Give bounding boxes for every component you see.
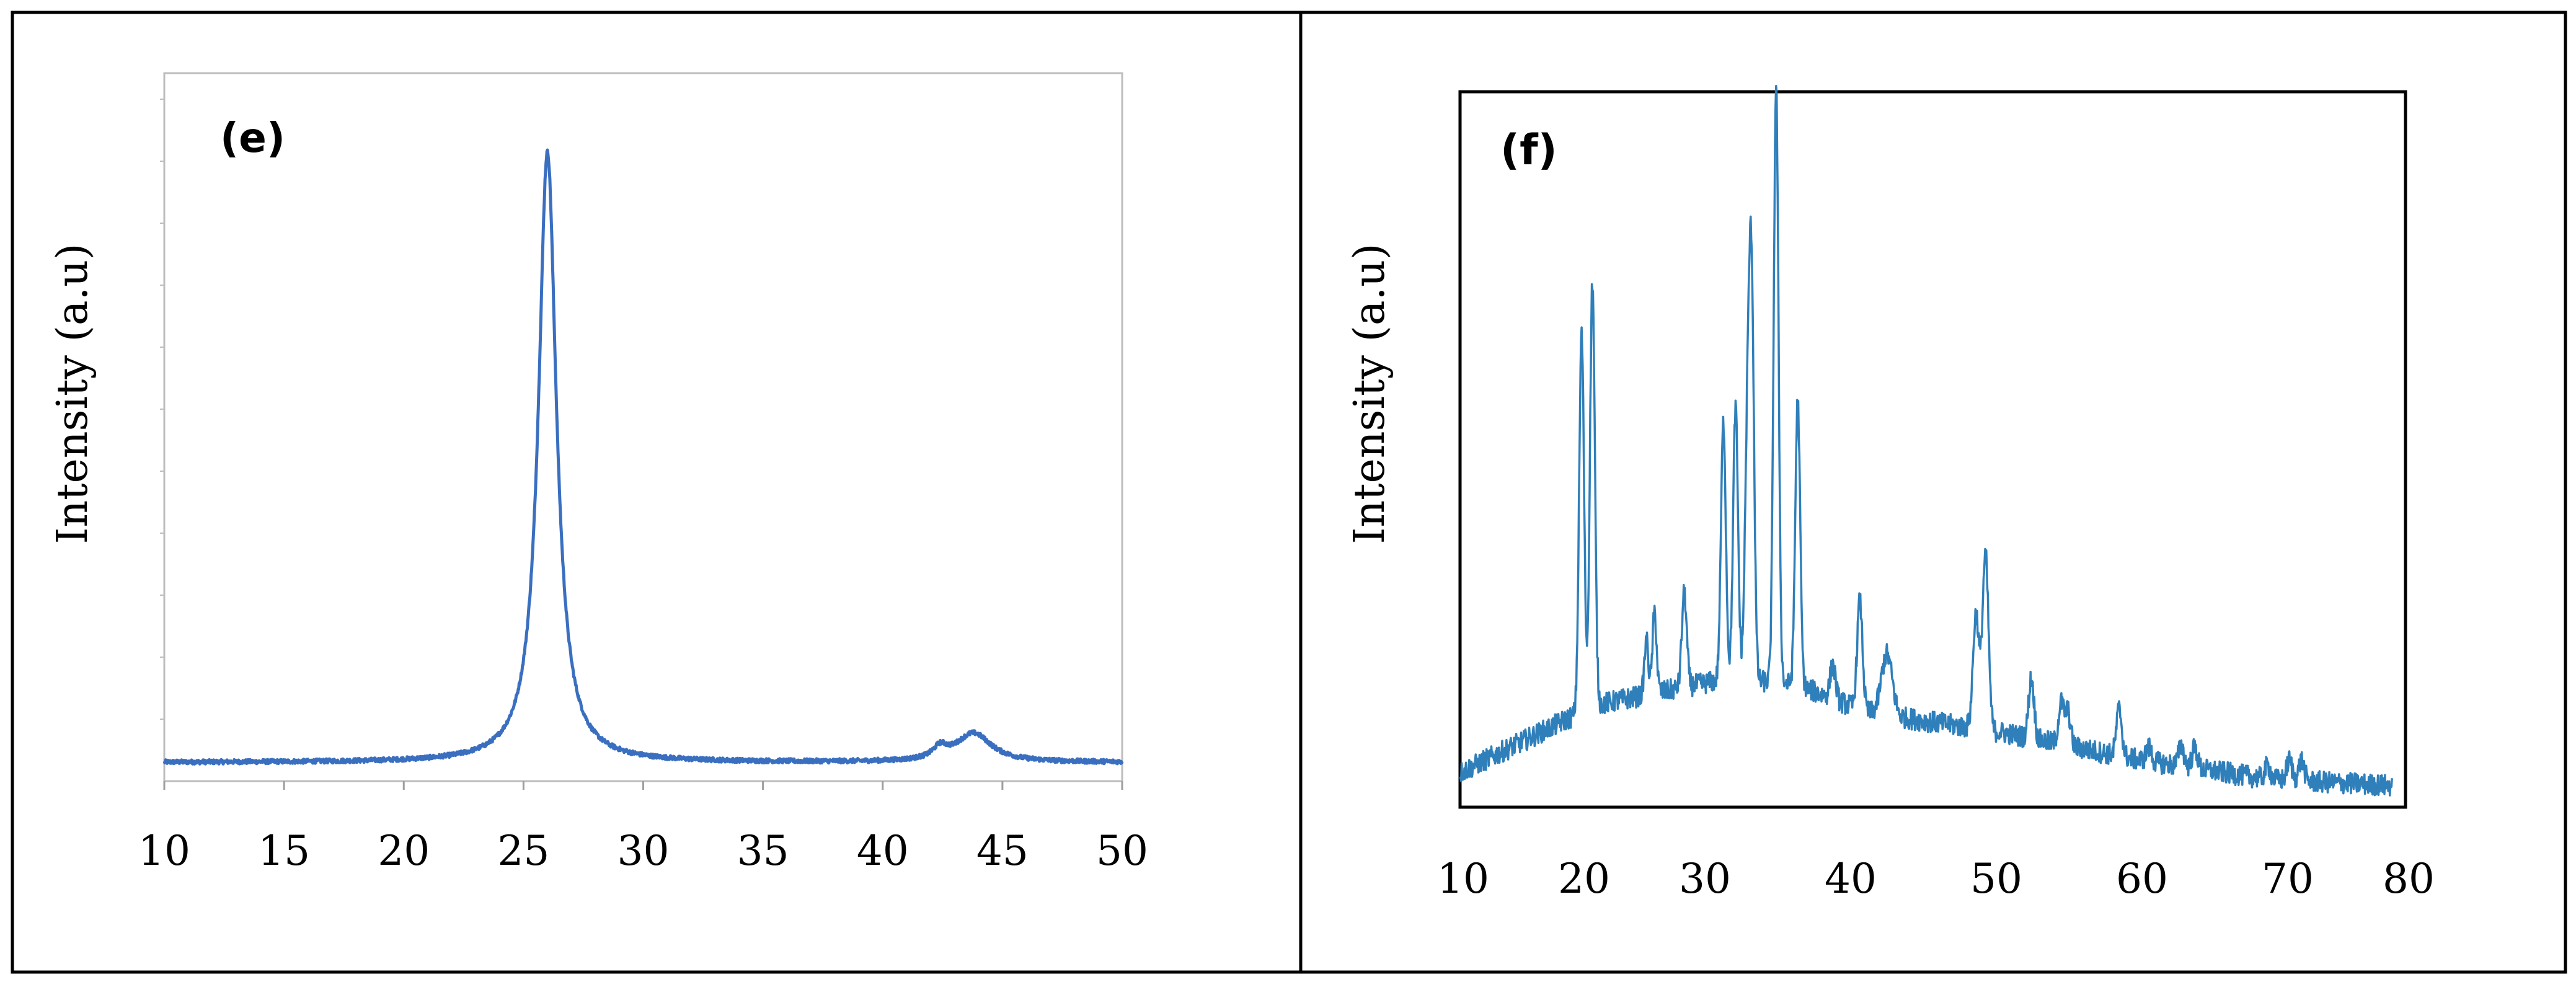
- panel-f: (f) Intensity (a.u) 10 20 30 40 50 60 70 80: [1345, 85, 2435, 903]
- panel-f-x-tick-label: 30: [1679, 855, 1731, 903]
- panel-f-y-axis-label: Intensity (a.u): [1345, 243, 1394, 544]
- panel-f-x-tick-label: 80: [2383, 855, 2435, 903]
- panel-e-x-tick-label: 45: [976, 827, 1029, 875]
- panel-f-x-tick-label: 40: [1825, 855, 1877, 903]
- panel-e-x-tick-labels: 10 15 20 25 30 35 40 45 50: [138, 827, 1148, 875]
- panel-e-x-tick-label: 15: [258, 827, 310, 875]
- panel-f-series-line: [1459, 85, 2393, 797]
- panel-e: (e) Intensity (a.u) 10 15 20 25 30 35 40 45 50: [48, 72, 1148, 875]
- figure-frame: [11, 11, 2567, 974]
- panel-f-x-tick-label: 10: [1437, 855, 1489, 903]
- panel-f-x-tick-label: 50: [1970, 855, 2022, 903]
- panel-e-x-tick-label: 10: [138, 827, 190, 875]
- panel-f-label: (f): [1500, 126, 1557, 175]
- panel-e-label: (e): [220, 114, 285, 162]
- panel-e-x-ticks: [163, 781, 1123, 790]
- panel-e-plot-area: [163, 72, 1123, 782]
- panel-f-x-tick-label: 20: [1558, 855, 1610, 903]
- panel-e-x-tick-label: 50: [1096, 827, 1148, 875]
- panel-e-y-ticks: [160, 99, 164, 720]
- panel-e-x-tick-label: 40: [857, 827, 909, 875]
- panel-f-plot-area: [1458, 90, 2407, 809]
- panel-e-x-tick-label: 35: [737, 827, 789, 875]
- panel-e-series-line: [162, 148, 1124, 766]
- panel-e-x-tick-label: 25: [497, 827, 549, 875]
- panel-f-x-tick-labels: 10 20 30 40 50 60 70 80: [1437, 855, 2435, 903]
- panel-f-x-tick-label: 70: [2262, 855, 2314, 903]
- panel-e-x-tick-label: 20: [378, 827, 430, 875]
- panel-e-y-axis-label: Intensity (a.u): [48, 243, 97, 544]
- panel-f-x-tick-label: 60: [2116, 855, 2168, 903]
- panel-e-x-tick-label: 30: [617, 827, 670, 875]
